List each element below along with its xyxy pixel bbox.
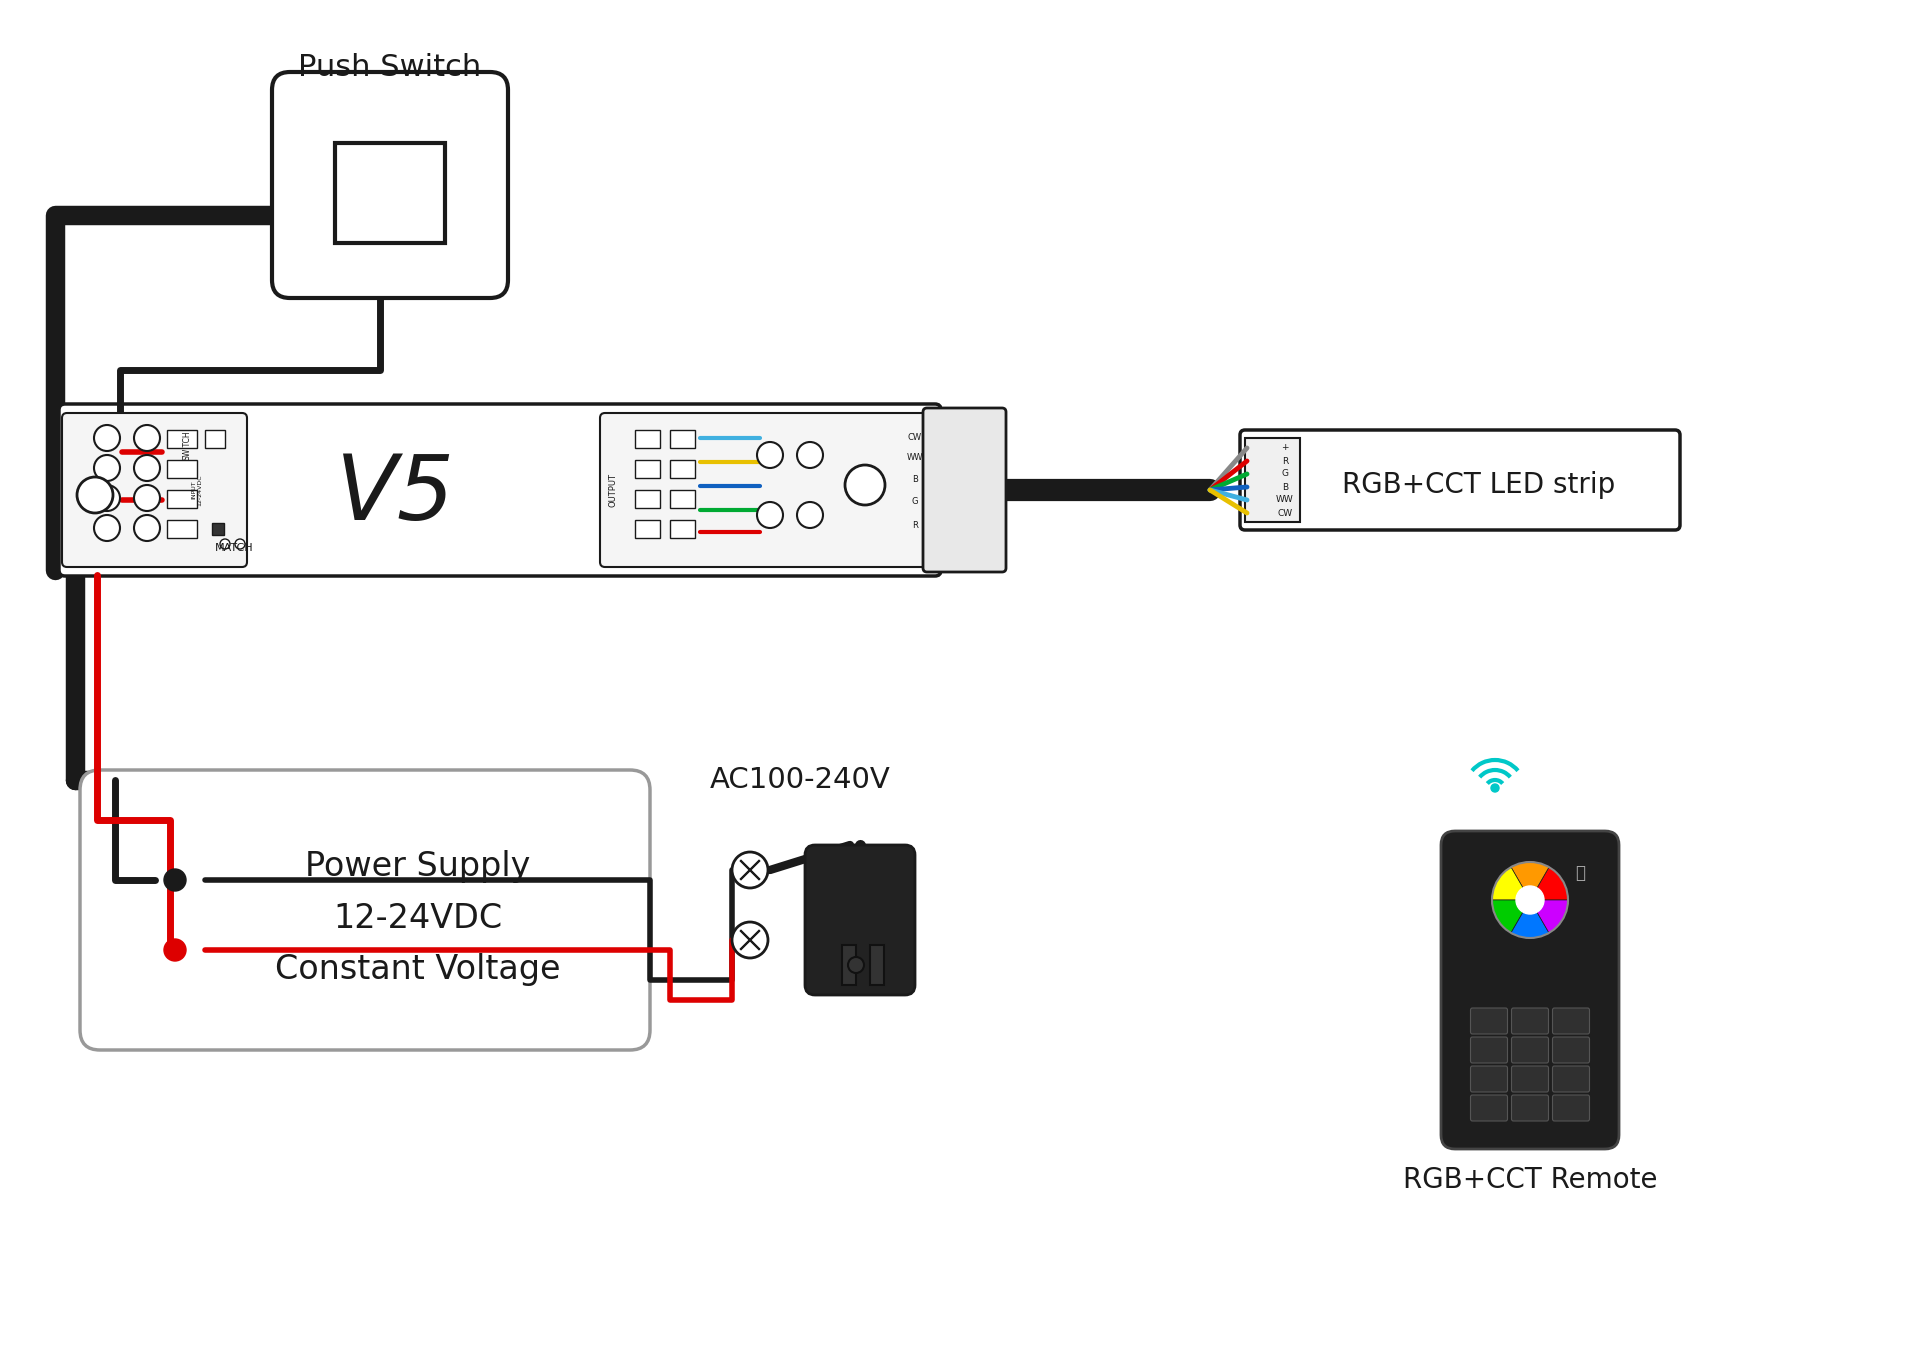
Bar <box>1244 437 1300 522</box>
Text: B: B <box>912 475 918 485</box>
FancyBboxPatch shape <box>1471 1096 1507 1121</box>
Bar <box>167 520 198 538</box>
Bar <box>211 524 225 534</box>
Circle shape <box>732 852 768 888</box>
FancyBboxPatch shape <box>60 404 941 576</box>
Circle shape <box>134 455 159 481</box>
Wedge shape <box>1530 900 1569 933</box>
Bar <box>870 945 883 985</box>
FancyBboxPatch shape <box>1442 830 1619 1149</box>
FancyBboxPatch shape <box>81 770 651 1050</box>
Bar <box>167 429 198 448</box>
Circle shape <box>1517 886 1544 914</box>
Circle shape <box>849 957 864 973</box>
Wedge shape <box>1530 867 1569 900</box>
Bar <box>636 520 660 538</box>
FancyBboxPatch shape <box>1553 1066 1590 1092</box>
Text: SWITCH: SWITCH <box>182 431 192 460</box>
Wedge shape <box>1492 867 1530 900</box>
Circle shape <box>234 538 246 549</box>
FancyBboxPatch shape <box>61 413 248 567</box>
Circle shape <box>163 870 186 891</box>
Text: WW: WW <box>1277 495 1294 505</box>
FancyBboxPatch shape <box>1471 1066 1507 1092</box>
Text: CW: CW <box>1277 509 1292 517</box>
Text: ⏻: ⏻ <box>1574 864 1586 882</box>
Circle shape <box>797 502 824 528</box>
Bar <box>167 490 198 507</box>
FancyBboxPatch shape <box>273 71 509 297</box>
Text: OUTPUT: OUTPUT <box>609 472 618 507</box>
Circle shape <box>845 464 885 505</box>
Text: RGB+CCT Remote: RGB+CCT Remote <box>1404 1166 1657 1194</box>
Text: +: + <box>1281 443 1288 452</box>
Circle shape <box>134 516 159 541</box>
Circle shape <box>221 538 230 549</box>
FancyBboxPatch shape <box>1240 429 1680 530</box>
Text: CW: CW <box>908 433 922 443</box>
Text: B: B <box>1283 482 1288 491</box>
FancyBboxPatch shape <box>924 408 1006 572</box>
Circle shape <box>94 516 119 541</box>
Circle shape <box>756 441 783 468</box>
Circle shape <box>756 502 783 528</box>
Wedge shape <box>1511 900 1549 938</box>
FancyBboxPatch shape <box>1511 1008 1549 1034</box>
Text: R: R <box>1283 456 1288 466</box>
Bar <box>670 429 695 448</box>
FancyBboxPatch shape <box>1553 1036 1590 1063</box>
Text: Power Supply
12-24VDC
Constant Voltage: Power Supply 12-24VDC Constant Voltage <box>275 851 561 985</box>
FancyBboxPatch shape <box>1511 1096 1549 1121</box>
Bar <box>670 520 695 538</box>
Bar <box>636 490 660 507</box>
Text: AC100-240V: AC100-240V <box>710 766 891 794</box>
FancyBboxPatch shape <box>599 413 929 567</box>
Circle shape <box>134 485 159 511</box>
Text: INPUT
12-24VDC: INPUT 12-24VDC <box>192 474 202 506</box>
Bar <box>205 429 225 448</box>
FancyBboxPatch shape <box>804 845 916 995</box>
Circle shape <box>163 940 186 961</box>
Text: Push Switch: Push Switch <box>298 54 482 82</box>
FancyBboxPatch shape <box>1471 1036 1507 1063</box>
Text: WW: WW <box>906 454 924 463</box>
Bar <box>843 945 856 985</box>
Bar <box>636 429 660 448</box>
Bar <box>334 143 445 244</box>
FancyBboxPatch shape <box>1471 1008 1507 1034</box>
Bar <box>636 460 660 478</box>
FancyBboxPatch shape <box>1553 1008 1590 1034</box>
FancyBboxPatch shape <box>1553 1096 1590 1121</box>
Text: RGB+CCT LED strip: RGB+CCT LED strip <box>1342 471 1615 499</box>
Circle shape <box>94 485 119 511</box>
Circle shape <box>134 425 159 451</box>
FancyBboxPatch shape <box>1511 1066 1549 1092</box>
Wedge shape <box>1511 861 1549 900</box>
Text: V5: V5 <box>336 451 455 538</box>
Text: R: R <box>912 521 918 529</box>
Bar <box>670 460 695 478</box>
Circle shape <box>797 441 824 468</box>
Text: G: G <box>1281 470 1288 478</box>
Circle shape <box>94 425 119 451</box>
FancyBboxPatch shape <box>1511 1036 1549 1063</box>
Text: MATCH: MATCH <box>215 542 253 553</box>
Circle shape <box>94 455 119 481</box>
Wedge shape <box>1492 900 1530 933</box>
Bar <box>670 490 695 507</box>
Text: G: G <box>912 498 918 506</box>
Circle shape <box>732 922 768 958</box>
Circle shape <box>77 476 113 513</box>
Circle shape <box>1492 783 1500 791</box>
Bar <box>167 460 198 478</box>
